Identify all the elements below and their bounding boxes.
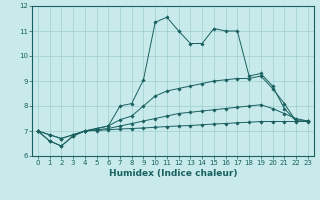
- X-axis label: Humidex (Indice chaleur): Humidex (Indice chaleur): [108, 169, 237, 178]
